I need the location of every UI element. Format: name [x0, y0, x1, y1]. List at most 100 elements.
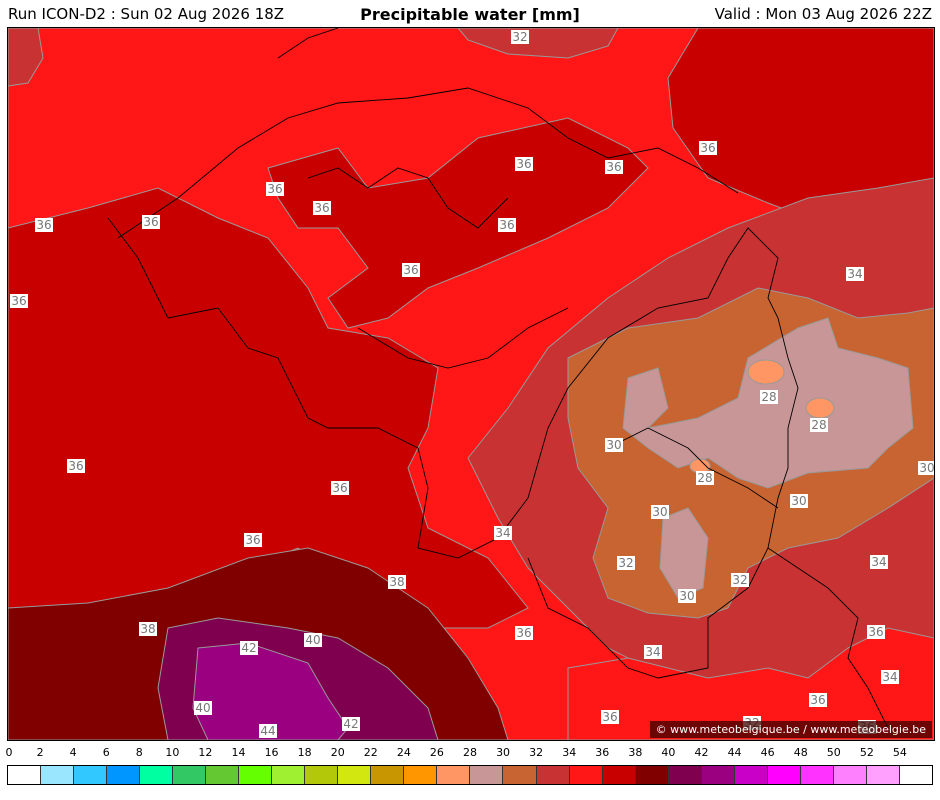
- legend-swatch: [503, 766, 537, 784]
- contour-value: 36: [810, 693, 825, 707]
- legend-swatch: [404, 766, 438, 784]
- contour-value: 32: [618, 556, 633, 570]
- contour-label: 34: [881, 670, 899, 684]
- legend-tick: 34: [562, 746, 577, 759]
- color-legend: [7, 765, 933, 785]
- contour-value: 40: [305, 633, 320, 647]
- legend-tick: 52: [859, 746, 874, 759]
- contour-label: 30: [651, 505, 669, 519]
- legend-tick: 0: [5, 746, 13, 759]
- contour-value: 30: [791, 494, 806, 508]
- contour-label: 36: [867, 625, 885, 639]
- contour-value: 32: [732, 573, 747, 587]
- legend-tick: 2: [36, 746, 44, 759]
- legend-tick: 26: [429, 746, 444, 759]
- map-canvas: 32 36 36 36 36 36 36 36 36 36 36 34 28 28 28 30 30 30 30 30…: [8, 28, 934, 740]
- contour-label: 32: [617, 556, 635, 570]
- legend-tick: 42: [694, 746, 709, 759]
- legend-tick: 8: [135, 746, 143, 759]
- legend-swatch: [602, 766, 636, 784]
- legend-swatch: [668, 766, 702, 784]
- contour-value: 36: [36, 218, 51, 232]
- legend-tick: 10: [165, 746, 180, 759]
- contour-value: 34: [495, 526, 510, 540]
- contour-label: 42: [342, 717, 360, 731]
- contour-label: 44: [259, 724, 277, 738]
- legend-swatch: [536, 766, 570, 784]
- contour-label: 36: [10, 294, 28, 308]
- run-info: Run ICON-D2 : Sun 02 Aug 2026 18Z: [8, 5, 285, 23]
- legend-swatch: [866, 766, 900, 784]
- legend-swatch: [305, 766, 339, 784]
- field-28-b: [805, 397, 835, 419]
- legend-swatch: [8, 766, 42, 784]
- contour-label: 36: [266, 182, 284, 196]
- contour-value: 36: [267, 182, 282, 196]
- contour-value: 36: [606, 160, 621, 174]
- contour-label: 36: [67, 459, 85, 473]
- contour-value: 38: [389, 575, 404, 589]
- contour-value: 30: [652, 505, 667, 519]
- contour-label: 28: [810, 418, 828, 432]
- contour-label: 36: [142, 215, 160, 229]
- legend-tick: 50: [826, 746, 841, 759]
- legend-tick: 46: [760, 746, 775, 759]
- legend-tick: 24: [396, 746, 411, 759]
- field-36-southeast: [567, 627, 934, 740]
- contour-label: 42: [240, 641, 258, 655]
- valid-time: Valid : Mon 03 Aug 2026 22Z: [714, 5, 932, 23]
- legend-tick: 14: [231, 746, 246, 759]
- contour-value: 38: [140, 622, 155, 636]
- contour-value: 30: [919, 461, 934, 475]
- legend-tick: 44: [727, 746, 742, 759]
- contour-label: 36: [515, 626, 533, 640]
- contour-value: 28: [811, 418, 826, 432]
- contour-value: 36: [602, 710, 617, 724]
- contour-label: 28: [760, 390, 778, 404]
- contour-value: 34: [882, 670, 897, 684]
- contour-value: 32: [512, 30, 527, 44]
- legend-tick: 20: [330, 746, 345, 759]
- contour-label: 40: [194, 701, 212, 715]
- contour-label: 32: [731, 573, 749, 587]
- contour-value: 30: [679, 589, 694, 603]
- field-30-south: [659, 507, 709, 599]
- contour-value: 36: [868, 625, 883, 639]
- legend-swatch: [899, 766, 932, 784]
- contour-label: 28: [696, 471, 714, 485]
- contour-value: 44: [260, 724, 275, 738]
- legend-swatch: [41, 766, 75, 784]
- contour-value: 36: [516, 626, 531, 640]
- contour-label: 36: [601, 710, 619, 724]
- contour-value: 30: [606, 438, 621, 452]
- contour-label: 36: [809, 693, 827, 707]
- legend-tick: 36: [595, 746, 610, 759]
- legend-tick: 18: [297, 746, 312, 759]
- contour-value: 36: [245, 533, 260, 547]
- legend-swatch: [371, 766, 405, 784]
- contour-value: 36: [68, 459, 83, 473]
- field-28-a: [747, 359, 785, 385]
- legend-swatch: [272, 766, 306, 784]
- legend-swatch: [635, 766, 669, 784]
- legend-tick: 22: [363, 746, 378, 759]
- contour-value: 36: [499, 218, 514, 232]
- legend-swatch: [437, 766, 471, 784]
- legend-tick: 6: [102, 746, 110, 759]
- contour-value: 34: [871, 555, 886, 569]
- contour-value: 36: [332, 481, 347, 495]
- legend-swatch: [470, 766, 504, 784]
- contour-label: 36: [313, 201, 331, 215]
- contour-label: 36: [244, 533, 262, 547]
- contour-value: 42: [241, 641, 256, 655]
- contour-label: 38: [139, 622, 157, 636]
- contour-label: 36: [699, 141, 717, 155]
- contour-label: 34: [644, 645, 662, 659]
- contour-value: 36: [516, 157, 531, 171]
- contour-label: 36: [331, 481, 349, 495]
- contour-value: 40: [195, 701, 210, 715]
- field-32-top: [457, 28, 619, 59]
- legend-swatch: [206, 766, 240, 784]
- contour-value: 34: [847, 267, 862, 281]
- contour-value: 36: [314, 201, 329, 215]
